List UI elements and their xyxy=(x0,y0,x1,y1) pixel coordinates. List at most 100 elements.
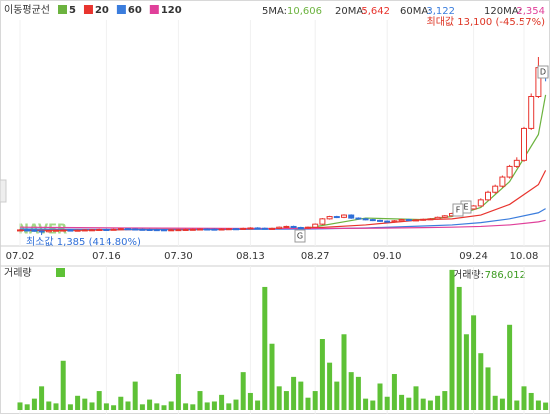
volume-bar xyxy=(435,395,441,410)
candle-body xyxy=(189,228,196,231)
volume-bar xyxy=(276,386,282,410)
candle-body xyxy=(218,228,225,231)
candle-body xyxy=(161,229,167,232)
candle-body xyxy=(499,176,506,187)
x-tick-label: 08.27 xyxy=(301,251,330,262)
candle-body xyxy=(333,216,340,219)
candle-body xyxy=(470,205,477,210)
ma-label: 120MA: xyxy=(484,6,522,17)
candle-body xyxy=(362,218,369,221)
volume-bar xyxy=(355,376,361,410)
candle-body xyxy=(96,228,103,231)
x-tick-label: 09.24 xyxy=(459,251,488,262)
volume-bar xyxy=(283,391,289,410)
volume-bar xyxy=(492,395,498,410)
ma-label: 20MA: xyxy=(335,6,366,17)
ma-value: 2,354 xyxy=(516,6,545,17)
candle-body xyxy=(341,214,347,218)
volume-bar xyxy=(507,324,513,410)
volume-bar xyxy=(521,386,527,410)
candle-body xyxy=(391,220,398,223)
volume-bar xyxy=(118,396,124,410)
volume-bar xyxy=(499,398,505,410)
candle-body xyxy=(31,229,38,232)
candle-body xyxy=(355,217,362,220)
candle-body xyxy=(377,219,383,222)
volume-bar xyxy=(96,391,102,410)
candle-body xyxy=(53,229,59,232)
volume-bar xyxy=(111,405,117,410)
marker-box xyxy=(537,65,549,79)
volume-bar xyxy=(89,402,95,410)
ma-value: 10,606 xyxy=(287,6,322,17)
legend-swatch xyxy=(83,5,93,14)
volume-bar xyxy=(204,402,210,410)
x-tick-label: 07.02 xyxy=(6,251,35,262)
candle-body xyxy=(139,228,146,231)
volume-bar xyxy=(82,398,88,410)
ma-label: 5MA: xyxy=(262,6,287,17)
volume-bar xyxy=(327,362,333,410)
volume-bar xyxy=(46,401,52,410)
candle-body xyxy=(182,228,189,231)
volume-bar xyxy=(190,404,196,410)
candle-body xyxy=(117,228,124,231)
candle-body xyxy=(427,218,434,221)
candle-body xyxy=(348,214,355,219)
candle-body xyxy=(60,229,67,232)
volume-bar xyxy=(456,286,462,410)
candle-body xyxy=(225,228,232,231)
volume-bar xyxy=(233,399,239,410)
candle-body xyxy=(153,229,160,232)
marker-label: G xyxy=(297,232,303,241)
candle-body xyxy=(24,229,31,232)
volume-bar xyxy=(406,397,412,410)
candle-body xyxy=(168,229,175,232)
volume-bar xyxy=(183,403,189,410)
x-tick-label: 07.16 xyxy=(92,251,121,262)
ma-value: 3,122 xyxy=(426,6,455,17)
volume-bar xyxy=(168,401,174,410)
candle-body xyxy=(297,227,304,230)
volume-bar xyxy=(154,403,160,410)
candle-body xyxy=(132,228,139,231)
volume-bar xyxy=(219,394,225,410)
volume-bar xyxy=(449,269,455,410)
volume-bar xyxy=(60,360,66,410)
ma-value: 5,642 xyxy=(361,6,390,17)
volume-bar xyxy=(463,334,469,410)
volume-bar xyxy=(442,391,448,410)
volume-bar xyxy=(363,398,369,410)
legend-swatch xyxy=(58,5,67,14)
candle-body xyxy=(45,230,52,233)
ma-line xyxy=(19,219,546,230)
candle-body xyxy=(384,220,391,223)
volume-bar xyxy=(226,403,232,410)
volume-bar xyxy=(528,392,534,410)
candle-body xyxy=(103,228,110,231)
volume-bar xyxy=(269,343,275,410)
volume-bar xyxy=(53,403,59,410)
legend-label: 5 xyxy=(69,5,76,16)
volume-bar xyxy=(305,397,311,410)
candle-body xyxy=(74,229,81,232)
volume-bar xyxy=(384,396,390,410)
volume-bar xyxy=(399,394,405,410)
volume-bar xyxy=(427,400,433,410)
candle-body xyxy=(197,228,203,231)
side-handle[interactable] xyxy=(0,179,7,203)
candle-body xyxy=(204,228,211,231)
volume-bar xyxy=(478,353,484,410)
ma-label: 60MA: xyxy=(400,6,431,17)
volume-bar xyxy=(514,400,520,410)
candle-body xyxy=(38,230,45,233)
volume-bar xyxy=(240,372,246,410)
volume-bar xyxy=(31,398,37,410)
candle-body xyxy=(305,226,311,229)
volume-bar xyxy=(255,400,261,410)
volume-bar xyxy=(291,376,297,410)
candle-body xyxy=(269,227,275,230)
candle-body xyxy=(89,229,95,232)
volume-bar xyxy=(17,402,23,410)
candle-body xyxy=(441,215,448,218)
